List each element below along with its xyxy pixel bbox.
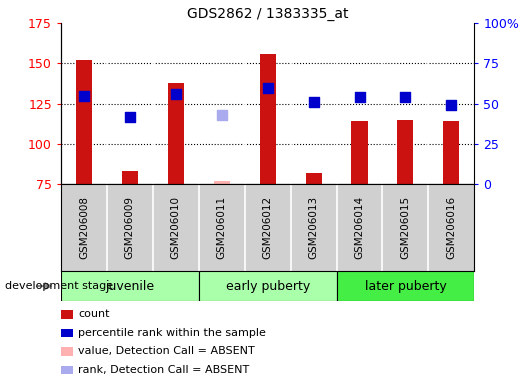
Text: juvenile: juvenile xyxy=(105,280,154,293)
Text: GSM206015: GSM206015 xyxy=(401,196,410,259)
Bar xyxy=(199,271,337,301)
Text: value, Detection Call = ABSENT: value, Detection Call = ABSENT xyxy=(78,346,254,356)
Text: GSM206008: GSM206008 xyxy=(79,196,89,259)
Text: count: count xyxy=(78,310,109,319)
Bar xyxy=(122,171,138,184)
Point xyxy=(447,102,456,108)
Bar xyxy=(351,121,368,184)
Text: GSM206011: GSM206011 xyxy=(217,196,227,259)
Point xyxy=(401,94,410,100)
Bar xyxy=(214,181,230,184)
Point xyxy=(217,112,226,118)
Point xyxy=(80,93,88,99)
Text: early puberty: early puberty xyxy=(226,280,310,293)
Text: GSM206012: GSM206012 xyxy=(263,196,272,259)
Bar xyxy=(398,120,413,184)
Text: GSM206014: GSM206014 xyxy=(355,196,365,259)
Text: percentile rank within the sample: percentile rank within the sample xyxy=(78,328,266,338)
Point xyxy=(355,94,364,100)
Bar xyxy=(305,173,322,184)
Bar xyxy=(61,271,199,301)
Text: GSM206016: GSM206016 xyxy=(446,196,456,259)
Bar xyxy=(260,54,276,184)
Text: later puberty: later puberty xyxy=(365,280,446,293)
Point xyxy=(310,99,318,105)
Title: GDS2862 / 1383335_at: GDS2862 / 1383335_at xyxy=(187,7,348,21)
Bar xyxy=(444,121,460,184)
Text: GSM206013: GSM206013 xyxy=(308,196,319,259)
Point xyxy=(126,114,134,120)
Point xyxy=(172,91,180,97)
Text: rank, Detection Call = ABSENT: rank, Detection Call = ABSENT xyxy=(78,365,249,375)
Bar xyxy=(167,83,184,184)
Bar xyxy=(76,60,92,184)
Text: development stage: development stage xyxy=(5,281,113,291)
Bar xyxy=(337,271,474,301)
Text: GSM206009: GSM206009 xyxy=(125,196,135,259)
Point xyxy=(263,84,272,91)
Text: GSM206010: GSM206010 xyxy=(171,196,181,259)
